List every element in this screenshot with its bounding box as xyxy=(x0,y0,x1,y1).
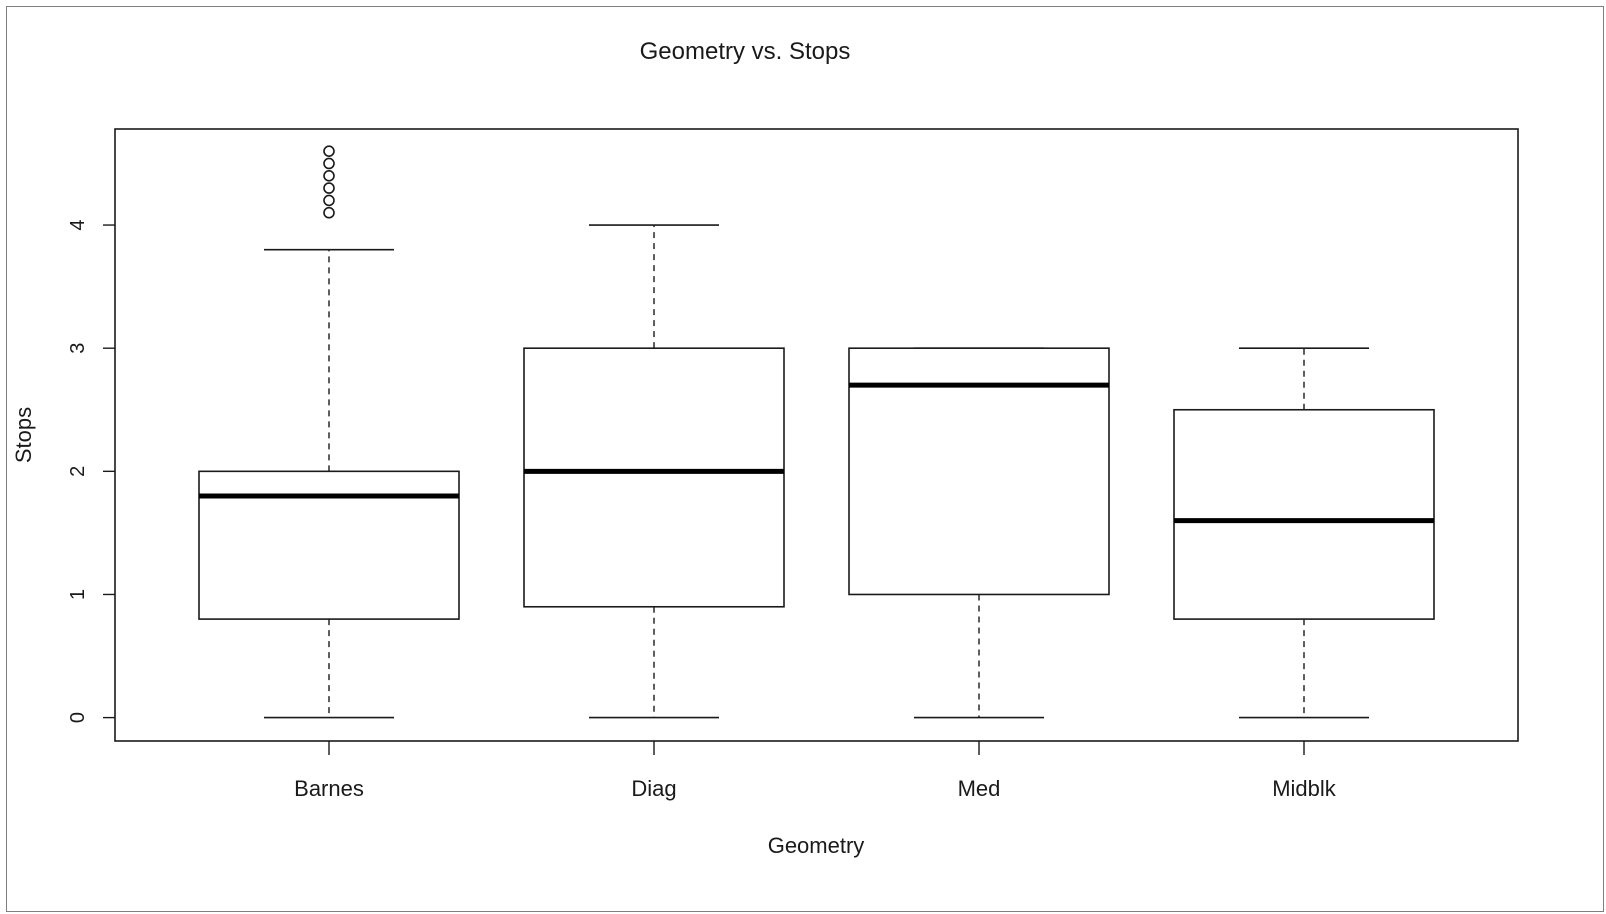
iqr-box xyxy=(523,347,785,608)
box-group-barnes xyxy=(198,145,460,719)
chart-frame: Geometry vs. Stops 0 1 2 3 4 Barnes Diag Med Mid… xyxy=(6,6,1604,912)
box-group-med xyxy=(848,347,1110,719)
outlier-point xyxy=(323,194,335,207)
iqr-box xyxy=(1173,408,1435,620)
plot-area-border xyxy=(114,128,1519,742)
chart-marks: 0 1 2 3 4 Barnes Diag Med Midblk xyxy=(67,145,1435,801)
x-tick-label: Barnes xyxy=(294,776,364,801)
box-group-diag xyxy=(523,224,785,719)
x-tick-label: Diag xyxy=(631,776,676,801)
outlier-point xyxy=(323,145,335,157)
y-tick-label: 1 xyxy=(67,589,89,600)
x-axis-label: Geometry xyxy=(768,833,865,858)
chart-canvas: Geometry vs. Stops 0 1 2 3 4 Barnes Diag Med Mid… xyxy=(11,38,1519,858)
outlier-point xyxy=(323,182,335,194)
outlier-point xyxy=(323,206,335,219)
box-group-midblk xyxy=(1173,347,1435,719)
chart-title: Geometry vs. Stops xyxy=(640,38,851,65)
y-tick-label: 2 xyxy=(67,466,89,477)
y-axis-label: Stops xyxy=(11,407,36,463)
outlier-point xyxy=(323,169,335,182)
y-tick-label: 3 xyxy=(67,343,89,354)
outlier-point xyxy=(323,157,335,170)
iqr-box xyxy=(848,347,1110,596)
x-tick-label: Med xyxy=(958,776,1001,801)
y-tick-label: 0 xyxy=(67,712,89,723)
y-tick-label: 4 xyxy=(67,219,89,230)
x-tick-label: Midblk xyxy=(1272,776,1337,801)
